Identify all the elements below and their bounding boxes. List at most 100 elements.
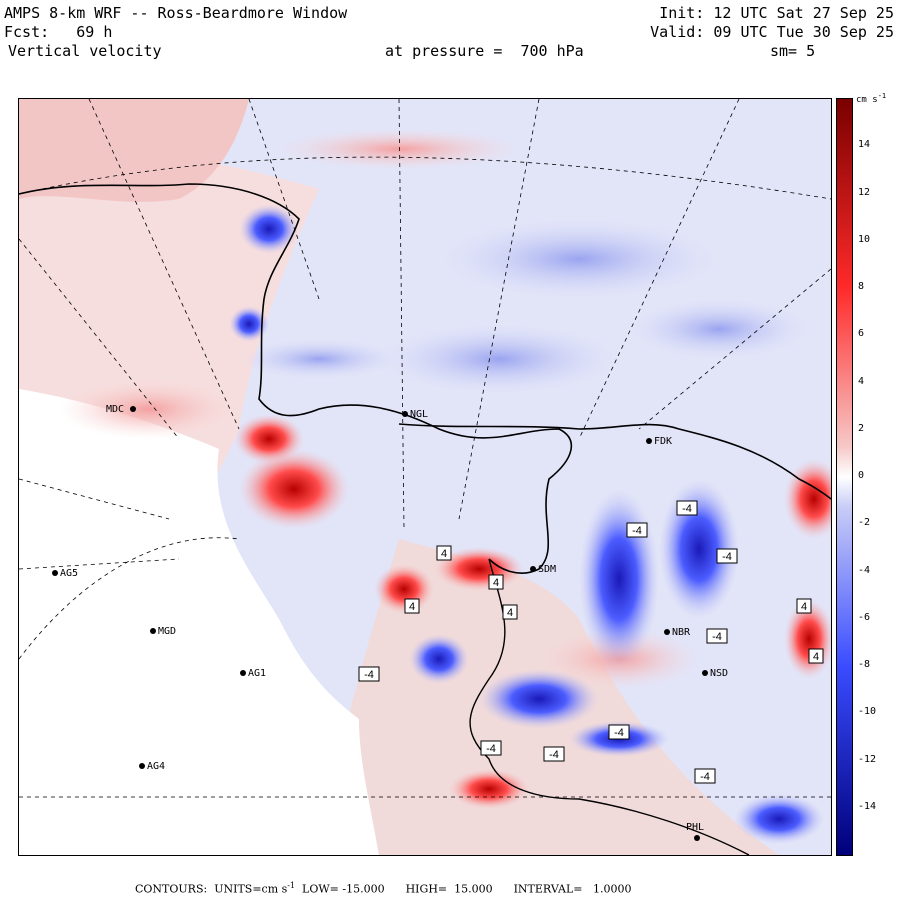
contour-label-box: 4 bbox=[488, 574, 504, 590]
colorbar-tick-label: -10 bbox=[858, 706, 877, 718]
vertical-velocity-map: 4 4 4 4 -4 -4 -4 -4 -4 -4 -4 -4 -4 4 4 bbox=[18, 98, 832, 856]
station-sdm: SDM bbox=[530, 564, 556, 575]
contour-units: CONTOURS: UNITS=cm s bbox=[135, 882, 288, 896]
contour-label-box: -4 bbox=[480, 740, 502, 756]
station-fdk-label: FDK bbox=[654, 436, 673, 447]
meridian bbox=[19, 558, 180, 570]
meridian bbox=[578, 99, 740, 440]
coastline bbox=[469, 558, 750, 855]
station-sdm-label: SDM bbox=[538, 564, 557, 575]
field-name: Vertical velocity bbox=[8, 42, 162, 60]
meridian bbox=[248, 99, 320, 300]
station-dot-icon bbox=[130, 406, 137, 412]
plot-title: AMPS 8-km WRF -- Ross-Beardmore Window bbox=[4, 4, 348, 22]
station-ngl: NGL bbox=[402, 409, 428, 420]
updraft-cell bbox=[239, 449, 349, 529]
station-nbr: NBR bbox=[664, 627, 690, 638]
contour-units-exp: -1 bbox=[287, 881, 296, 890]
contour-low: LOW= -15.000 bbox=[295, 882, 385, 896]
colorbar-tick-label: -14 bbox=[858, 800, 877, 812]
station-ag1-label: AG1 bbox=[248, 668, 267, 679]
contour-interval: INTERVAL= 1.0000 bbox=[492, 882, 632, 896]
lat-lon-grid bbox=[19, 99, 831, 798]
station-dot-icon bbox=[402, 411, 408, 417]
contour-label-box: -4 bbox=[716, 548, 738, 564]
station-dot-icon bbox=[664, 629, 670, 635]
colorbar-tick-label: 0 bbox=[858, 470, 865, 481]
contour-label-box: 4 bbox=[436, 545, 452, 561]
contour-label-box: -4 bbox=[543, 746, 565, 762]
pink-region-top bbox=[19, 99, 249, 202]
contour-label-box: -4 bbox=[694, 768, 716, 784]
downdraft-cell bbox=[239, 204, 299, 254]
ice-shelf-edge bbox=[398, 423, 831, 500]
contour-label-box: 4 bbox=[404, 598, 420, 614]
lavender-patch bbox=[439, 219, 719, 299]
station-dot-icon bbox=[646, 438, 652, 444]
meridian bbox=[19, 238, 180, 440]
station-ag1: AG1 bbox=[240, 668, 266, 679]
station-ag5: AG5 bbox=[52, 568, 78, 579]
updraft-cell bbox=[449, 769, 529, 809]
svg-text:-4: -4 bbox=[712, 631, 722, 643]
colorbar-tick-label: 10 bbox=[858, 233, 871, 245]
station-dot-icon bbox=[702, 670, 708, 676]
svg-text:4: 4 bbox=[813, 651, 819, 663]
svg-text:-4: -4 bbox=[682, 503, 692, 515]
downdraft-cell bbox=[579, 489, 659, 669]
downdraft-cell bbox=[479, 669, 599, 729]
svg-text:4: 4 bbox=[801, 601, 807, 613]
forecast-hour: Fcst: 69 h bbox=[4, 23, 113, 41]
latitude-circle bbox=[19, 537, 240, 660]
downdraft-cell bbox=[734, 794, 824, 844]
lavender-patch bbox=[239, 339, 399, 379]
contour-label-box: -4 bbox=[358, 666, 380, 682]
updraft-cell bbox=[784, 459, 831, 539]
pink-patch bbox=[59, 379, 239, 439]
svg-text:-4: -4 bbox=[700, 771, 710, 783]
station-ngl-label: NGL bbox=[410, 409, 429, 420]
colorbar-tick-label: 14 bbox=[858, 139, 871, 151]
station-dot-icon bbox=[150, 628, 156, 634]
svg-text:-4: -4 bbox=[364, 669, 374, 681]
lavender-patch bbox=[629, 299, 809, 359]
station-ag5-label: AG5 bbox=[60, 568, 79, 579]
svg-text:4: 4 bbox=[409, 601, 415, 613]
meridian bbox=[638, 268, 831, 430]
svg-text:-4: -4 bbox=[549, 749, 559, 761]
svg-text:-4: -4 bbox=[632, 525, 642, 537]
contour-label-box: 4 bbox=[796, 598, 812, 614]
map-svg: 4 4 4 4 -4 -4 -4 -4 -4 -4 -4 -4 -4 4 4 bbox=[19, 99, 831, 855]
colorbar-tick-label: -8 bbox=[858, 659, 871, 670]
station-mdc: MDC bbox=[106, 404, 138, 415]
updraft-cell bbox=[374, 564, 434, 614]
downdraft-cell bbox=[409, 634, 469, 684]
colorbar-tick-label: -12 bbox=[858, 753, 877, 765]
pink-patch bbox=[279, 129, 519, 169]
contour-labels: 4 4 4 4 -4 -4 -4 -4 -4 -4 -4 -4 -4 4 4 bbox=[358, 500, 824, 784]
contour-info: CONTOURS: UNITS=cm s-1 LOW= -15.000 HIGH… bbox=[135, 881, 631, 896]
svg-text:-4: -4 bbox=[614, 727, 624, 739]
valid-time: Valid: 09 UTC Tue 30 Sep 25 bbox=[650, 23, 894, 41]
colorbar-unit: cm s-1 bbox=[856, 92, 887, 105]
station-dot-icon bbox=[694, 835, 700, 841]
svg-text:4: 4 bbox=[441, 548, 447, 560]
contour-label-box: -4 bbox=[676, 500, 698, 516]
latitude-circle bbox=[19, 156, 831, 200]
coastline bbox=[19, 183, 573, 574]
contour-label-box: 4 bbox=[502, 604, 518, 620]
station-mgd-label: MGD bbox=[158, 626, 177, 637]
svg-text:-4: -4 bbox=[486, 743, 496, 755]
downdraft-cell bbox=[229, 306, 269, 342]
station-dot-icon bbox=[530, 566, 536, 572]
white-terrain-region bbox=[19, 389, 379, 855]
contour-label-box: -4 bbox=[706, 628, 728, 644]
meridian bbox=[19, 478, 170, 520]
station-nbr-label: NBR bbox=[672, 627, 691, 638]
contour-label-box: 4 bbox=[808, 648, 824, 664]
smoothing-label: sm= 5 bbox=[770, 42, 816, 60]
station-mdc-label: MDC bbox=[106, 404, 125, 415]
station-nsd-label: NSD bbox=[710, 668, 729, 679]
colorbar-tick-label: -2 bbox=[858, 517, 871, 529]
station-dot-icon bbox=[240, 670, 246, 676]
